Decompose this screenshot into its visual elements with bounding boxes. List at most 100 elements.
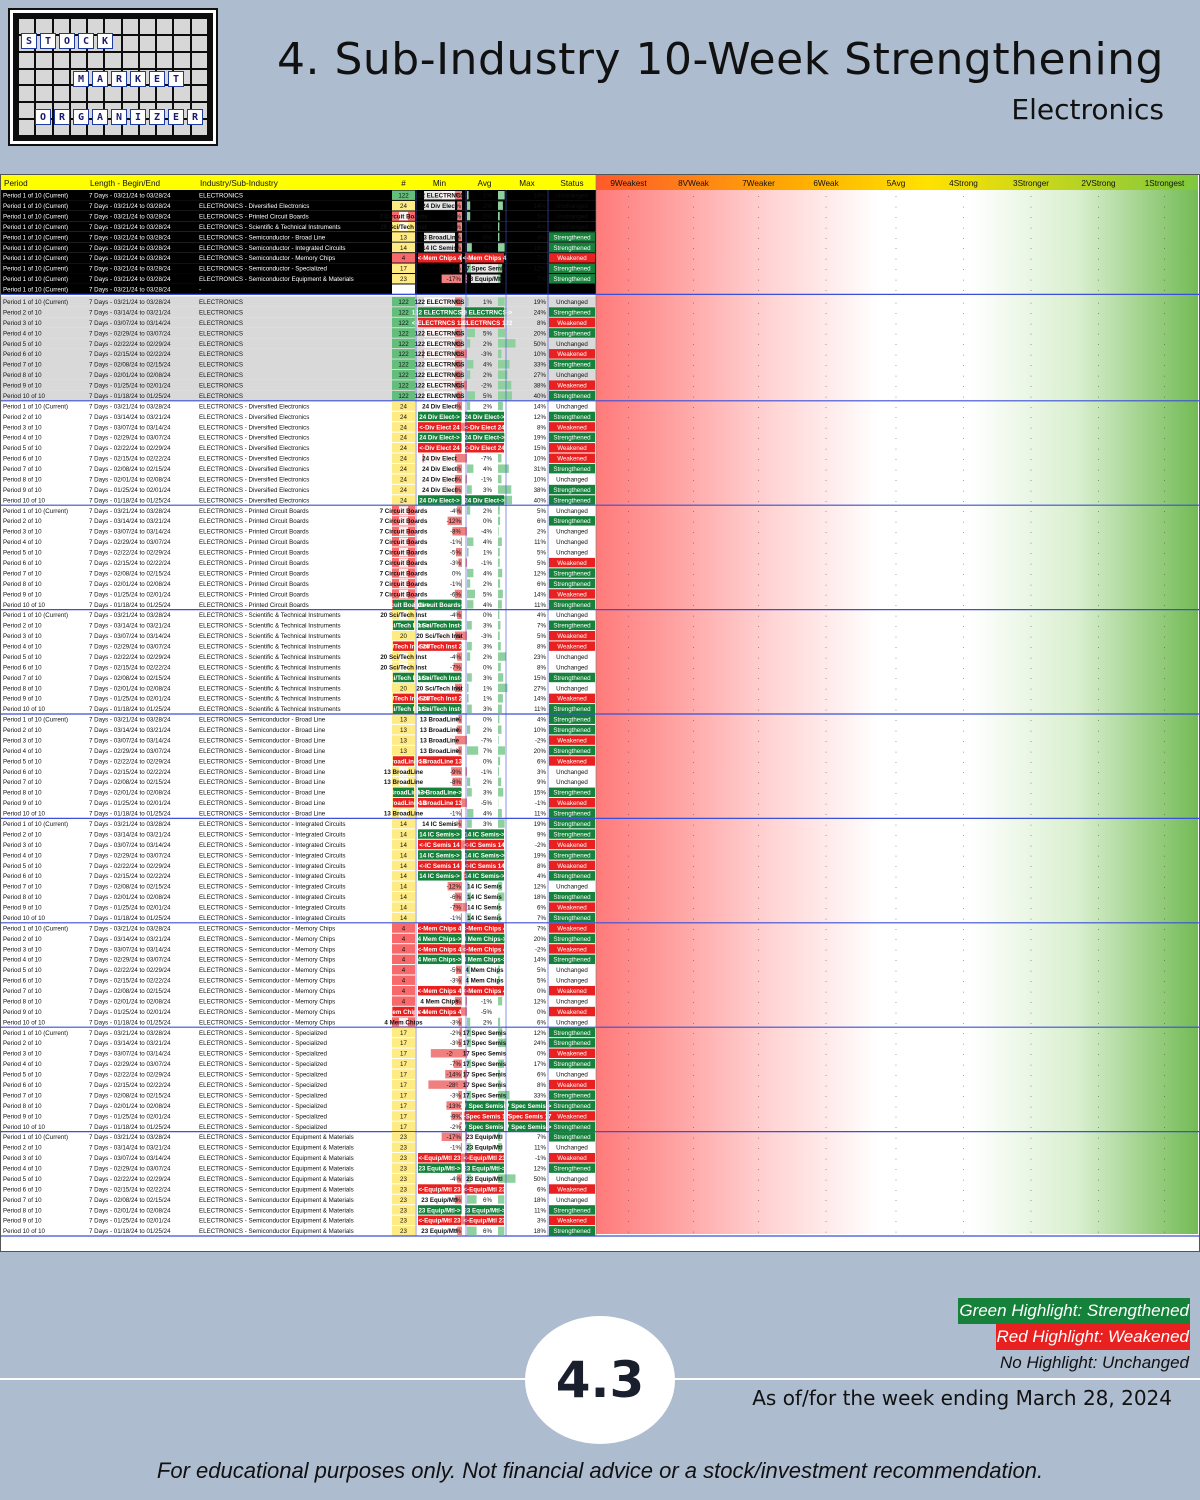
heat-dot: . (693, 956, 695, 963)
move-label: 4 Mem Chips-> (418, 936, 462, 943)
cell-count: 122 (398, 309, 409, 316)
label-bg (424, 380, 455, 390)
heat-dot: . (1164, 632, 1166, 639)
heat-dot: . (1164, 800, 1166, 807)
move-label: <-Mem Chips 4 (382, 1009, 426, 1016)
logo-cell (19, 103, 35, 119)
avg-bar (467, 1226, 477, 1235)
cell-avg: 1% (483, 299, 492, 306)
status-bg (549, 484, 595, 495)
move-label: 7 Circuit Boards (380, 529, 428, 536)
heat-dot: . (1164, 351, 1166, 358)
heat-dot: . (963, 852, 965, 859)
heat-dot: . (963, 758, 965, 765)
heat-dot: . (825, 244, 827, 251)
heat-dot: . (628, 1207, 630, 1214)
heat-dot: . (628, 1071, 630, 1078)
max-bar (498, 568, 503, 578)
cell-length: 7 Days - 03/21/24 to 03/28/24 (89, 203, 171, 210)
heat-dot: . (1098, 935, 1100, 942)
count-cell-bg (392, 495, 415, 505)
heat-dot: . (825, 202, 827, 209)
heat-dot: . (1098, 1061, 1100, 1068)
cell-count: 23 (400, 1218, 407, 1225)
move-label-bg (418, 422, 461, 432)
cell-length: 7 Days - 02/08/24 to 02/15/24 (89, 675, 171, 682)
heat-dot: . (628, 1050, 630, 1057)
cell-industry: ELECTRONICS - Scientific & Technical Ins… (199, 612, 341, 619)
cell-length: 7 Days - 03/14/24 to 03/21/24 (89, 936, 171, 943)
heat-dot: . (1030, 1196, 1032, 1203)
avg-bar (467, 600, 474, 609)
cell-industry: ELECTRONICS - Scientific & Technical Ins… (199, 224, 341, 231)
count-cell-bg (392, 474, 415, 484)
heat-dot: . (1164, 1186, 1166, 1193)
max-bar (498, 704, 502, 713)
move-label: <-Div Elect 24 (464, 424, 505, 431)
heat-dot: . (895, 841, 897, 848)
avg-bar (467, 1017, 471, 1027)
heat-dot: . (1164, 361, 1166, 368)
cell-length: 7 Days - 03/07/24 to 03/14/24 (89, 529, 171, 536)
row-bg (1, 348, 596, 360)
heat-dot: . (895, 1217, 897, 1224)
cell-industry: ELECTRONICS - Semiconductor - Broad Line (199, 779, 326, 786)
heat-dot: . (758, 1113, 760, 1120)
cell-industry: ELECTRONICS - Scientific & Technical Ins… (199, 675, 341, 682)
cell-status: Unchanged (556, 193, 588, 200)
min-bar (453, 662, 462, 672)
heat-dot: . (628, 904, 630, 911)
cell-industry: ELECTRONICS - Scientific & Technical Ins… (199, 623, 341, 630)
avg-bar (467, 211, 471, 221)
heat-dot: . (628, 1175, 630, 1182)
heat-dot: . (1098, 1217, 1100, 1224)
logo-cell (88, 19, 104, 34)
heat-dot: . (895, 1207, 897, 1214)
heat-dot: . (693, 664, 695, 671)
cell-avg: 1% (483, 685, 492, 692)
cell-period: Period 7 of 10 (3, 570, 42, 577)
avg-bar (467, 328, 475, 338)
heat-dot: . (825, 223, 827, 230)
cell-count: 14 (400, 852, 407, 859)
move-label-bg (465, 422, 504, 432)
heat-dot: . (895, 424, 897, 431)
label-bg (424, 464, 455, 473)
avg-bar (463, 380, 467, 390)
cell-status: Weakened (557, 1155, 587, 1162)
heat-dot: . (1030, 653, 1032, 660)
heat-dot: . (825, 747, 827, 754)
heat-dot: . (693, 946, 695, 953)
heat-dot: . (1164, 371, 1166, 378)
count-cell-bg (392, 965, 415, 975)
heat-dot: . (825, 1134, 827, 1141)
heat-dot: . (1030, 403, 1032, 410)
label-bg (424, 485, 455, 494)
count-cell-bg (392, 871, 415, 881)
heat-dot: . (693, 276, 695, 283)
count-cell-bg (392, 1215, 415, 1226)
cell-period: Period 2 of 10 (3, 831, 42, 838)
heat-dot: . (1030, 1092, 1032, 1099)
cell-max: 19% (534, 852, 547, 859)
heat-dot: . (825, 873, 827, 880)
heat-dot: . (1030, 528, 1032, 535)
avg-bar (467, 913, 472, 922)
heat-dot: . (1098, 1175, 1100, 1182)
cell-period: Period 1 of 10 (Current) (3, 821, 68, 828)
heat-dot: . (1030, 507, 1032, 514)
heat-dot: . (758, 340, 760, 347)
status-bg (549, 328, 595, 338)
cell-period: Period 2 of 10 (3, 1040, 42, 1047)
heat-dot: . (1098, 507, 1100, 514)
move-label: <-Spec Semis 17 (460, 1113, 510, 1120)
cell-length: 7 Days - 03/14/24 to 03/21/24 (89, 831, 171, 838)
cell-max: 20% (534, 936, 547, 943)
cell-avg: 2% (483, 581, 492, 588)
heat-dot: . (1164, 956, 1166, 963)
heat-dot: . (1098, 559, 1100, 566)
logo-letter: E (168, 109, 184, 125)
heat-dot: . (758, 518, 760, 525)
heat-dot: . (628, 987, 630, 994)
heat-dot: . (693, 1102, 695, 1109)
